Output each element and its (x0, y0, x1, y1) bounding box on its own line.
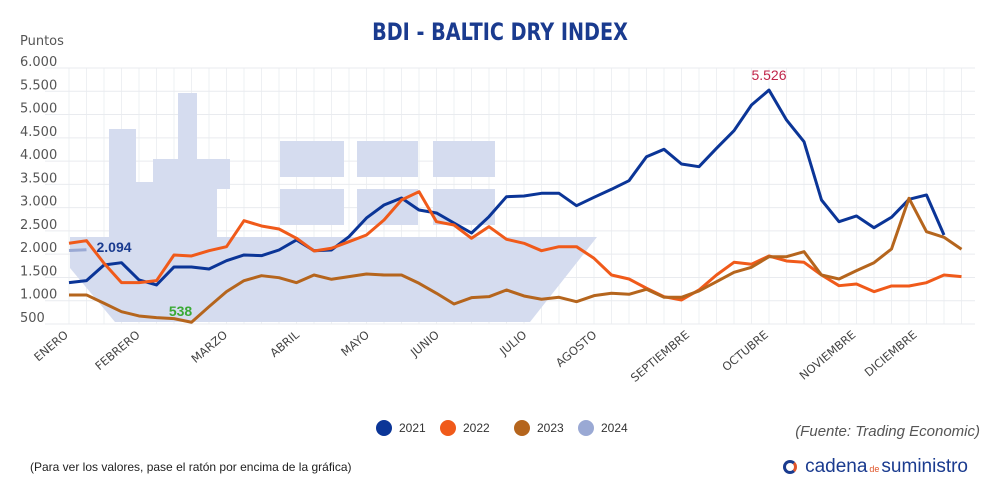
legend-label: 2024 (601, 421, 628, 435)
y-tick-label: 3.500 (20, 171, 57, 186)
x-axis: ENERO FEBRERO MARZO ABRIL MAYO JUNIO JULIO AGOS… (31, 327, 920, 385)
y-tick-label: 5.500 (20, 78, 57, 93)
x-tick-label: ABRIL (267, 327, 302, 360)
legend-marker-2022 (440, 420, 456, 436)
series-lines (68, 88, 963, 324)
legend-marker-2021 (376, 420, 392, 436)
x-tick-label: FEBRERO (92, 328, 142, 373)
legend-label: 2022 (463, 421, 490, 435)
y-tick-label: 500 (20, 311, 45, 326)
y-tick-label: 5.000 (20, 102, 57, 117)
series-line-2021 (68, 88, 946, 287)
y-tick-label: 1.500 (20, 264, 57, 279)
hover-note: (Para ver los valores, pase el ratón por… (30, 460, 352, 474)
y-tick-label: 1.000 (20, 288, 57, 303)
x-tick-label: ENERO (31, 328, 71, 365)
data-label: 5.526 (751, 67, 786, 83)
y-tick-label: 2.500 (20, 218, 57, 233)
logo: cadena de suministro (783, 456, 968, 478)
y-tick-label: 2.000 (20, 241, 57, 256)
series-line-2022 (68, 190, 962, 302)
y-tick-label: 3.000 (20, 195, 57, 210)
source-text: (Fuente: Trading Economic) (795, 423, 980, 440)
y-tick-label: 4.000 (20, 148, 57, 163)
x-tick-label: AGOSTO (553, 328, 600, 370)
legend-marker-2024 (578, 420, 594, 436)
annotations: 5.526 2.094 538 (97, 67, 787, 319)
logo-text-main: cadena (805, 456, 868, 477)
logo-text-de: de (869, 464, 880, 474)
y-tick-label: 4.500 (20, 125, 57, 140)
logo-swirl-icon (783, 460, 798, 474)
data-label: 2.094 (97, 239, 132, 255)
x-tick-label: OCTUBRE (719, 328, 771, 375)
data-label: 538 (169, 303, 193, 319)
y-axis-label: Puntos (20, 34, 64, 49)
legend-label: 2023 (537, 421, 564, 435)
x-tick-label: JUNIO (407, 328, 442, 360)
x-tick-label: MARZO (188, 328, 230, 366)
y-tick-label: 6.000 (20, 55, 57, 70)
series-line-2024 (68, 248, 87, 252)
series-line-2023 (69, 196, 963, 324)
x-tick-label: SEPTIEMBRE (628, 328, 692, 385)
logo-text-end: suministro (881, 456, 968, 477)
x-tick-label: NOVIEMBRE (797, 328, 859, 383)
legend-label: 2021 (399, 421, 426, 435)
x-tick-label: MAYO (338, 328, 372, 360)
legend[interactable]: 2021 2022 2023 2024 (376, 420, 628, 436)
x-tick-label: JULIO (496, 328, 529, 359)
legend-marker-2023 (514, 420, 530, 436)
x-tick-label: DICIEMBRE (862, 328, 920, 380)
chart-title: BDI - BALTIC DRY INDEX (372, 19, 628, 47)
y-axis: 6.000 5.500 5.000 4.500 4.000 3.500 3.000 2.500… (20, 55, 57, 326)
